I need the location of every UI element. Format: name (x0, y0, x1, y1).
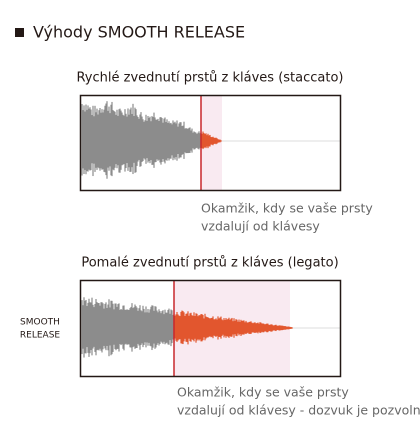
waveform-panel (81, 96, 340, 190)
panel-frame (79, 279, 342, 378)
caption-line: vzdalují od klávesy (201, 219, 320, 234)
header-title: Výhody SMOOTH RELEASE (33, 23, 245, 42)
panel-title: Rychlé zvednutí prstů z kláves (staccato… (76, 71, 343, 86)
panel-frame (79, 94, 342, 192)
caption-line: Okamžik, kdy se vaše prsty (201, 201, 373, 216)
caption-line: Okamžik, kdy se vaše prsty (177, 385, 349, 400)
side-label: SMOOTH (20, 318, 60, 328)
waveform-panel (81, 281, 340, 376)
caption-line: vzdalují od klávesy - dozvuk je pozvolný (177, 403, 420, 418)
panel-title: Pomalé zvednutí prstů z kláves (legato) (81, 256, 338, 271)
side-label: RELEASE (20, 331, 61, 341)
header-bullet (15, 28, 24, 37)
